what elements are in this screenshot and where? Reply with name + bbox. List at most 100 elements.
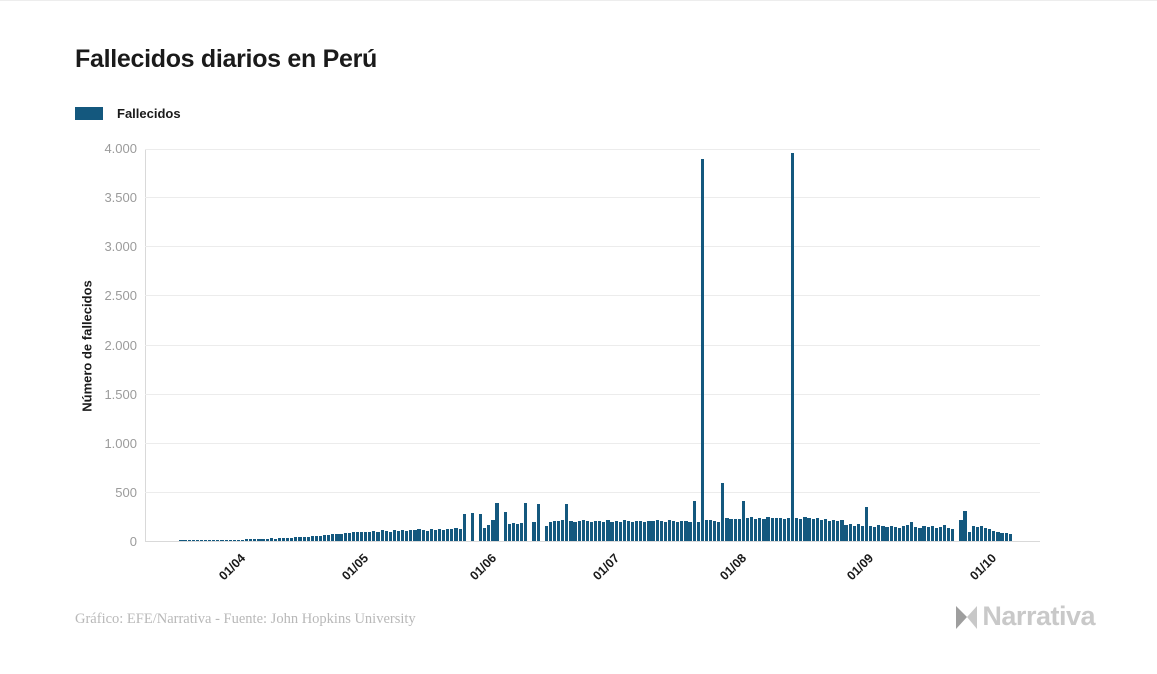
bar bbox=[557, 521, 561, 541]
bar bbox=[495, 502, 499, 541]
bar bbox=[708, 520, 713, 541]
bar bbox=[446, 528, 450, 541]
bar bbox=[770, 518, 774, 541]
bar bbox=[487, 525, 491, 541]
bar bbox=[799, 518, 803, 541]
bar bbox=[996, 531, 1000, 541]
bar bbox=[208, 540, 212, 541]
plot-area: 0 500 1.000 1.500 2.000 2.500 3.000 3.500 4.000 0… bbox=[104, 141, 1040, 583]
bar bbox=[659, 520, 663, 541]
bar bbox=[548, 522, 553, 541]
bar bbox=[220, 540, 224, 541]
bar bbox=[253, 539, 257, 541]
bar bbox=[520, 522, 524, 541]
bar bbox=[795, 518, 799, 541]
bar bbox=[552, 520, 557, 541]
bar bbox=[832, 519, 836, 541]
bar bbox=[224, 539, 228, 541]
bar bbox=[807, 517, 811, 541]
bar bbox=[318, 535, 323, 541]
bar bbox=[417, 529, 421, 541]
bar bbox=[212, 540, 216, 541]
bar bbox=[667, 520, 672, 541]
bar bbox=[294, 537, 298, 541]
bar bbox=[725, 518, 729, 541]
bar bbox=[602, 521, 606, 541]
bar bbox=[195, 540, 199, 541]
bar bbox=[869, 525, 873, 541]
bar bbox=[569, 521, 573, 541]
bar bbox=[782, 518, 787, 541]
bar bbox=[187, 540, 191, 541]
footer-credit: Gráfico: EFE/Narrativa - Fuente: John Ho… bbox=[75, 611, 416, 627]
bar bbox=[458, 529, 462, 541]
y-tick-label: 2.000 bbox=[104, 337, 137, 353]
bar bbox=[651, 521, 655, 541]
bar bbox=[791, 152, 795, 541]
bar bbox=[680, 520, 684, 541]
bar bbox=[901, 526, 906, 541]
bar bbox=[893, 526, 897, 541]
bar bbox=[191, 540, 195, 541]
bar bbox=[778, 518, 782, 541]
bar bbox=[327, 534, 331, 541]
bar bbox=[594, 520, 598, 541]
bar bbox=[930, 525, 934, 541]
bar bbox=[885, 527, 889, 541]
legend-item-fallecidos[interactable]: Fallecidos bbox=[75, 106, 181, 121]
bar bbox=[737, 518, 741, 541]
bar bbox=[306, 536, 310, 541]
bar bbox=[840, 520, 844, 541]
bar bbox=[823, 519, 828, 541]
gridline bbox=[145, 295, 1040, 297]
bar bbox=[216, 540, 220, 541]
bar bbox=[622, 520, 626, 541]
bar bbox=[1008, 534, 1012, 541]
bar bbox=[815, 518, 819, 541]
bar bbox=[314, 535, 318, 541]
legend-label: Fallecidos bbox=[117, 106, 181, 121]
bar bbox=[754, 518, 758, 541]
bar bbox=[688, 522, 692, 541]
bar bbox=[462, 513, 466, 541]
y-axis-line bbox=[145, 149, 146, 542]
bar bbox=[700, 158, 704, 541]
bar bbox=[959, 520, 963, 541]
bar bbox=[425, 530, 429, 541]
bar bbox=[733, 519, 737, 541]
x-tick-label: 01/10 bbox=[967, 551, 1000, 584]
bar bbox=[339, 533, 343, 541]
bar bbox=[323, 535, 327, 541]
bar bbox=[396, 530, 401, 541]
bar bbox=[589, 521, 594, 541]
bar bbox=[544, 525, 548, 541]
bar bbox=[914, 526, 918, 541]
bar bbox=[409, 529, 413, 541]
bar bbox=[421, 530, 425, 541]
x-tick-label: 01/07 bbox=[589, 551, 622, 584]
bar bbox=[511, 523, 516, 541]
bar bbox=[450, 529, 454, 541]
gridline bbox=[145, 442, 1040, 444]
bar bbox=[713, 520, 717, 541]
bar bbox=[979, 525, 984, 541]
y-tick-label: 0 bbox=[129, 534, 137, 549]
bar bbox=[864, 506, 869, 541]
bar bbox=[618, 521, 622, 541]
bar bbox=[836, 521, 840, 541]
gridline bbox=[145, 344, 1040, 346]
bar bbox=[277, 538, 282, 541]
bar bbox=[774, 517, 778, 541]
bar bbox=[967, 531, 971, 541]
bar bbox=[676, 521, 680, 541]
bar bbox=[392, 530, 397, 541]
y-tick-label: 3.000 bbox=[104, 239, 137, 255]
bar bbox=[405, 531, 409, 541]
bar bbox=[819, 519, 823, 541]
x-tick-label: 01/06 bbox=[466, 551, 499, 584]
bar bbox=[906, 525, 910, 541]
bar bbox=[630, 521, 635, 541]
bar bbox=[614, 520, 618, 541]
bar bbox=[581, 520, 585, 541]
x-tick-label: 01/05 bbox=[339, 551, 372, 584]
